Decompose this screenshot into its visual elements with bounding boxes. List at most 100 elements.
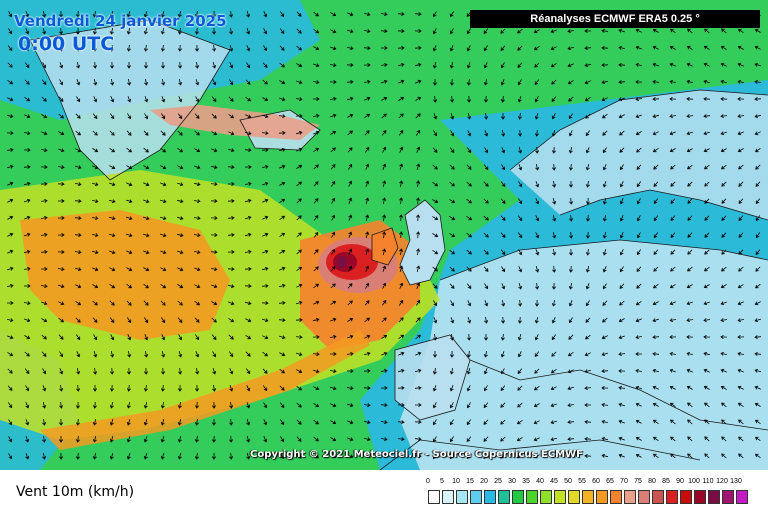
- wind-arrow-icon: [652, 45, 659, 50]
- wind-arrow-icon: [567, 386, 575, 391]
- wind-arrow-icon: [653, 232, 659, 239]
- wind-arrow-icon: [432, 453, 437, 460]
- wind-arrow-icon: [365, 231, 370, 239]
- wind-arrow-icon: [585, 163, 590, 171]
- wind-arrow-icon: [550, 420, 558, 425]
- wind-arrow-icon: [279, 402, 285, 408]
- wind-arrow-icon: [58, 113, 64, 119]
- wind-arrow-icon: [330, 147, 336, 153]
- wind-arrow-icon: [585, 334, 591, 340]
- wind-arrow-icon: [398, 113, 404, 119]
- wind-arrow-icon: [41, 351, 47, 357]
- wind-arrow-icon: [483, 351, 488, 358]
- wind-arrow-icon: [262, 232, 269, 237]
- wind-arrow-icon: [296, 453, 302, 459]
- scale-boxes: [428, 490, 750, 504]
- wind-arrow-icon: [483, 164, 489, 170]
- wind-arrow-icon: [415, 334, 421, 340]
- wind-arrow-icon: [567, 63, 574, 68]
- wind-arrow-icon: [246, 402, 251, 409]
- wind-arrow-icon: [432, 11, 437, 18]
- wind-arrow-icon: [618, 28, 626, 33]
- wind-arrow-icon: [347, 130, 353, 136]
- wind-arrow-icon: [160, 317, 166, 324]
- wind-arrow-icon: [670, 164, 676, 170]
- wind-arrow-icon: [414, 454, 422, 459]
- wind-arrow-icon: [720, 368, 727, 373]
- wind-arrow-icon: [177, 147, 184, 153]
- scale-label: 50: [564, 478, 572, 485]
- wind-arrow-icon: [687, 198, 693, 204]
- wind-arrow-icon: [227, 148, 235, 153]
- wind-arrow-icon: [619, 300, 625, 306]
- wind-arrow-icon: [500, 181, 506, 187]
- wind-arrow-icon: [518, 249, 523, 256]
- wind-arrow-icon: [246, 385, 251, 392]
- wind-arrow-icon: [177, 233, 184, 238]
- wind-arrow-icon: [364, 146, 370, 153]
- wind-arrow-icon: [602, 164, 607, 171]
- wind-arrow-icon: [195, 368, 200, 375]
- wind-arrow-icon: [704, 232, 710, 238]
- wind-arrow-icon: [313, 300, 320, 305]
- wind-arrow-icon: [228, 181, 235, 187]
- wind-arrow-icon: [92, 216, 99, 221]
- wind-arrow-icon: [177, 182, 184, 187]
- wind-arrow-icon: [670, 215, 676, 221]
- wind-arrow-icon: [721, 181, 727, 187]
- wind-arrow-icon: [568, 96, 574, 102]
- wind-arrow-icon: [568, 181, 574, 188]
- wind-arrow-icon: [245, 318, 252, 323]
- wind-arrow-icon: [313, 215, 319, 221]
- wind-arrow-icon: [636, 232, 641, 239]
- wind-arrow-icon: [313, 28, 320, 34]
- wind-arrow-icon: [585, 130, 591, 137]
- wind-arrow-icon: [245, 114, 252, 119]
- wind-arrow-icon: [42, 28, 47, 35]
- wind-arrow-icon: [738, 453, 744, 459]
- wind-arrow-icon: [653, 436, 659, 442]
- wind-arrow-icon: [92, 199, 99, 204]
- wind-arrow-icon: [24, 79, 30, 85]
- wind-arrow-icon: [755, 181, 761, 187]
- wind-arrow-icon: [755, 147, 761, 153]
- wind-arrow-icon: [211, 165, 218, 170]
- wind-arrow-icon: [177, 27, 182, 35]
- wind-arrow-icon: [210, 215, 218, 221]
- wind-arrow-icon: [296, 385, 302, 391]
- wind-arrow-icon: [433, 300, 438, 307]
- wind-arrow-icon: [755, 164, 761, 170]
- wind-arrow-icon: [669, 96, 677, 102]
- wind-arrow-icon: [126, 283, 132, 289]
- wind-arrow-icon: [227, 165, 235, 170]
- wind-arrow-icon: [670, 436, 676, 442]
- wind-arrow-icon: [669, 284, 676, 289]
- wind-arrow-icon: [365, 265, 370, 272]
- wind-arrow-icon: [143, 402, 148, 409]
- wind-arrow-icon: [110, 351, 115, 358]
- wind-arrow-icon: [75, 334, 81, 341]
- wind-arrow-icon: [211, 317, 217, 323]
- wind-arrow-icon: [517, 385, 523, 391]
- wind-arrow-icon: [59, 27, 64, 35]
- wind-arrow-icon: [669, 334, 677, 340]
- scale-swatch: [666, 490, 678, 504]
- wind-arrow-icon: [721, 266, 727, 272]
- wind-arrow-icon: [330, 164, 336, 170]
- wind-arrow-icon: [211, 267, 218, 272]
- wind-arrow-icon: [415, 62, 422, 67]
- wind-arrow-icon: [738, 249, 744, 255]
- wind-arrow-icon: [244, 283, 252, 289]
- wind-arrow-icon: [398, 317, 404, 323]
- wind-arrow-icon: [483, 95, 489, 103]
- wind-arrow-icon: [500, 385, 506, 391]
- wind-arrow-icon: [331, 248, 336, 255]
- wind-arrow-icon: [483, 266, 489, 272]
- wind-arrow-icon: [534, 368, 540, 374]
- wind-arrow-icon: [8, 28, 13, 35]
- wind-arrow-icon: [58, 96, 64, 102]
- wind-arrow-icon: [347, 300, 353, 306]
- wind-arrow-icon: [331, 197, 336, 204]
- wind-arrow-icon: [704, 453, 710, 459]
- wind-arrow-icon: [194, 384, 200, 392]
